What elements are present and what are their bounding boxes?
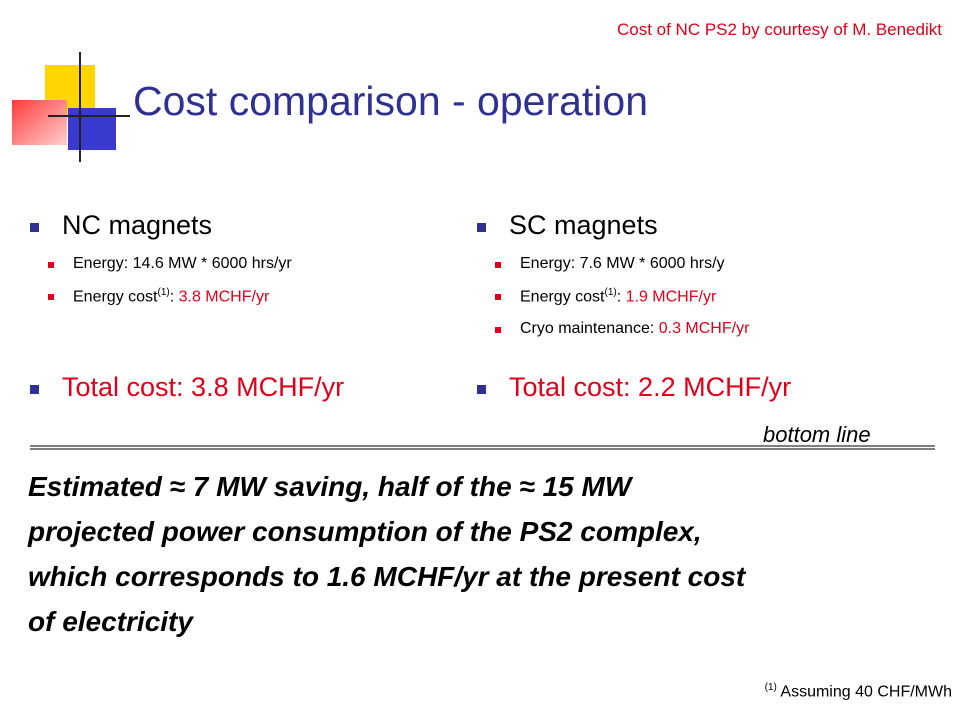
footnote-text: Assuming 40 CHF/MWh — [776, 683, 952, 701]
column: NC magnets Energy: 14.6 MW * 6000 hrs/yr E… — [30, 210, 344, 402]
title: Cost comparison - operation — [133, 78, 649, 124]
sub-item: Energy: 14.6 MW * 6000 hrs/yr — [30, 255, 292, 273]
item-text: Energy: 14.6 MW * 6000 hrs/yr — [73, 255, 292, 272]
item-text: Energy cost — [520, 288, 605, 306]
item-text: Energy cost — [73, 288, 158, 306]
conclusion: Estimated ≈ 7 MW saving, half of the ≈ 1… — [28, 464, 745, 644]
sub-item: Energy cost(1): 3.8 MCHF/yr — [30, 287, 292, 306]
conclusion-line: projected power consumption of the PS2 c… — [28, 516, 702, 547]
conclusion-line: which corresponds to 1.6 MCHF/yr at the … — [28, 561, 746, 592]
total-cost: Total cost: 3.8 MCHF/yr — [30, 372, 344, 403]
footnote-mark: (1) — [764, 682, 777, 693]
footnote: (1) Assuming 40 CHF/MWh — [765, 682, 952, 701]
divider-label: bottom line — [763, 422, 871, 447]
item-text: 1.9 MCHF/yr — [625, 288, 717, 306]
sub-item: Energy: 7.6 MW * 6000 hrs/y — [477, 255, 749, 273]
note-mark: (1) — [604, 287, 617, 298]
conclusion-line: of electricity — [28, 606, 193, 637]
total-cost: Total cost: 2.2 MCHF/yr — [477, 372, 791, 403]
sub-item: Energy cost(1): 1.9 MCHF/yr — [477, 287, 749, 306]
item-text: : — [169, 288, 179, 306]
conclusion-line: Estimated ≈ 7 MW saving, half of the ≈ 1… — [28, 471, 632, 502]
column-heading: NC magnets — [30, 210, 292, 241]
credit: Cost of NC PS2 by courtesy of M. Benedik… — [616, 20, 942, 39]
note-mark: (1) — [157, 287, 170, 298]
item-text: 0.3 MCHF/yr — [658, 320, 750, 338]
item-text: : — [616, 288, 626, 306]
column-heading: SC magnets — [477, 210, 749, 241]
column: SC magnets Energy: 7.6 MW * 6000 hrs/y Ene… — [477, 210, 791, 402]
sub-item: Cryo maintenance: 0.3 MCHF/yr — [477, 320, 749, 338]
item-text: Cryo maintenance: — [520, 320, 659, 338]
item-text: Energy: 7.6 MW * 6000 hrs/y — [520, 255, 725, 272]
item-text: 3.8 MCHF/yr — [178, 288, 270, 306]
